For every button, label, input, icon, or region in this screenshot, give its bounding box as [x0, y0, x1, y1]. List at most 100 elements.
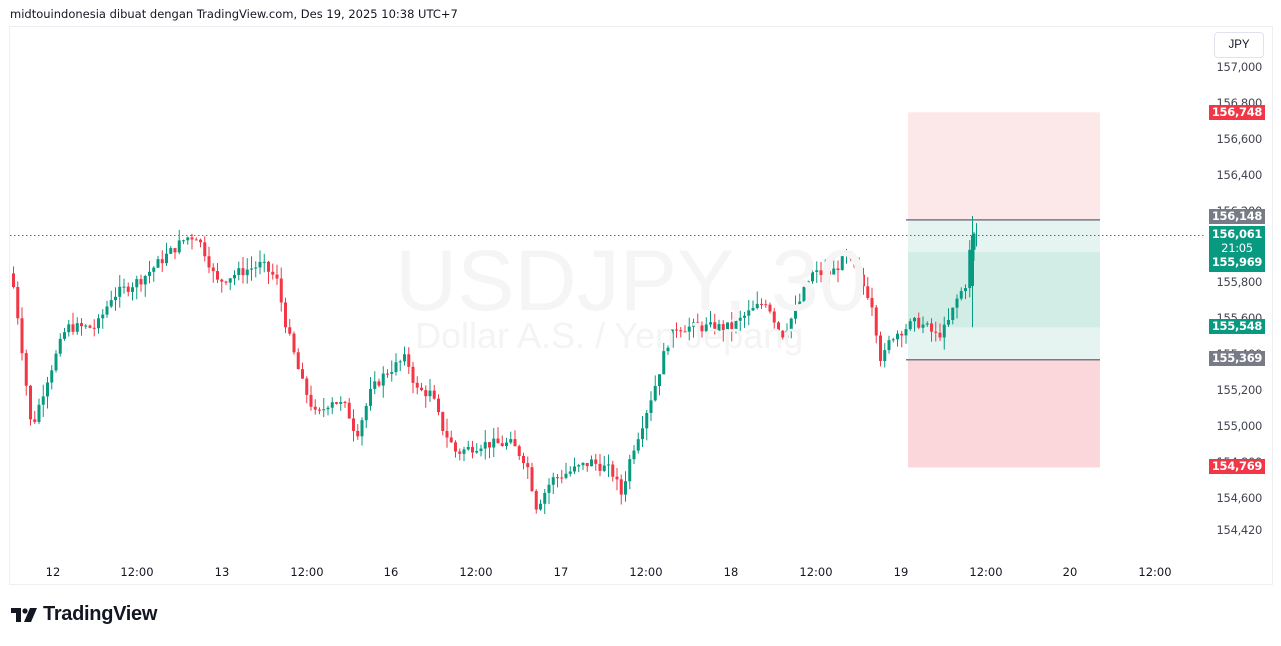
candle-up [462, 449, 466, 454]
candle-up [887, 340, 891, 351]
candle-down [288, 327, 292, 334]
candlestick-chart[interactable] [10, 27, 1204, 557]
candle-up [250, 268, 253, 270]
time-tick: 12 [45, 565, 61, 579]
candle-down [309, 394, 313, 407]
candle-down [828, 270, 831, 275]
candle-down [853, 258, 857, 268]
candle-up [602, 465, 606, 471]
time-tick: 12:00 [1138, 565, 1172, 579]
chart-title-header: midtouindonesia dibuat dengan TradingVie… [10, 7, 458, 21]
candle-up [709, 322, 712, 325]
candle-up [641, 428, 644, 440]
candle-up [547, 484, 551, 493]
candle-up [37, 404, 41, 422]
candle-up [46, 382, 49, 397]
symbol-watermark: USDJPY, 30 [395, 233, 867, 329]
price-tick: 155,000 [1216, 419, 1263, 433]
candle-down [29, 385, 32, 420]
candle-down [594, 459, 598, 464]
candle-up [539, 503, 542, 510]
candle-up [63, 332, 66, 339]
candle-down [139, 279, 143, 285]
candle-down [777, 322, 780, 331]
candle-up [751, 308, 755, 311]
candle-up [262, 261, 266, 263]
candle-down [126, 286, 130, 292]
price-tick: 154,420 [1216, 523, 1263, 538]
candle-down [415, 382, 419, 388]
candle-up [845, 252, 848, 256]
candle-down [764, 304, 768, 306]
candle-down [424, 390, 428, 397]
tradingview-logo: TradingView [11, 603, 157, 626]
candle-down [730, 322, 734, 330]
candle-up [883, 350, 887, 361]
candle-down [305, 378, 309, 395]
candle-down [700, 325, 704, 332]
candle-down [92, 327, 96, 329]
time-tick: 17 [553, 565, 569, 579]
candle-up [632, 450, 636, 460]
candle-up [509, 439, 513, 443]
candle-up [118, 286, 122, 297]
candle-down [526, 463, 530, 468]
candle-up [105, 306, 109, 315]
candle-up [169, 248, 173, 254]
candle-down [377, 381, 381, 386]
time-tick: 12:00 [120, 565, 154, 579]
candle-up [258, 261, 262, 268]
currency-selector[interactable]: JPY [1214, 32, 1264, 58]
candle-down [352, 418, 355, 431]
candle-up [755, 303, 759, 309]
candle-up [50, 370, 54, 383]
candle-up [624, 481, 627, 495]
candle-down [284, 302, 287, 328]
candle-down [849, 252, 853, 259]
candle-up [743, 315, 746, 318]
candle-up [245, 269, 249, 276]
target-price-label: 156,748 [1209, 105, 1265, 120]
candle-down [313, 406, 317, 410]
candle-down [335, 402, 338, 404]
candle-down [275, 274, 279, 279]
time-axis[interactable]: 12 12:00 13 12:00 16 12:00 17 12:00 18 12:00 19 12:… [10, 557, 1204, 584]
candle-up [959, 291, 963, 299]
candle-up [492, 438, 496, 448]
price-tick: 156,600 [1216, 131, 1263, 146]
candle-up [75, 323, 79, 332]
candle-down [271, 271, 275, 275]
candle-down [522, 455, 525, 464]
profit-zone [908, 252, 1100, 328]
candle-up [577, 465, 581, 467]
candle-up [947, 319, 950, 325]
candle-up [670, 329, 674, 348]
candle-up [645, 413, 649, 429]
time-tick: 20 [1062, 565, 1078, 579]
time-tick: 12:00 [290, 565, 324, 579]
chart-frame [9, 26, 1273, 585]
candle-down [432, 390, 436, 399]
candle-up [734, 320, 738, 330]
candle-down [772, 311, 776, 323]
candle-down [12, 273, 15, 287]
candle-down [496, 438, 500, 444]
candle-down [930, 323, 933, 332]
candle-up [653, 385, 657, 401]
candle-down [534, 491, 538, 510]
candle-down [870, 297, 874, 308]
tradingview-logo-text: TradingView [43, 603, 158, 625]
chart-plot-area[interactable]: USDJPY, 30 Dollar A.S. / Yen Jepang [10, 27, 1204, 557]
candle-up [475, 451, 479, 453]
price-axis[interactable]: JPY 157,000156,800156,600156,400156,2001… [1204, 27, 1272, 584]
candle-up [738, 317, 742, 321]
candle-down [938, 332, 942, 338]
candle-up [636, 439, 640, 451]
candle-down [301, 369, 304, 379]
candle-up [466, 446, 470, 450]
candle-down [296, 352, 300, 370]
candle-up [802, 286, 806, 302]
candle-down [420, 387, 423, 391]
candle-down [449, 437, 453, 443]
time-tick: 12:00 [799, 565, 833, 579]
